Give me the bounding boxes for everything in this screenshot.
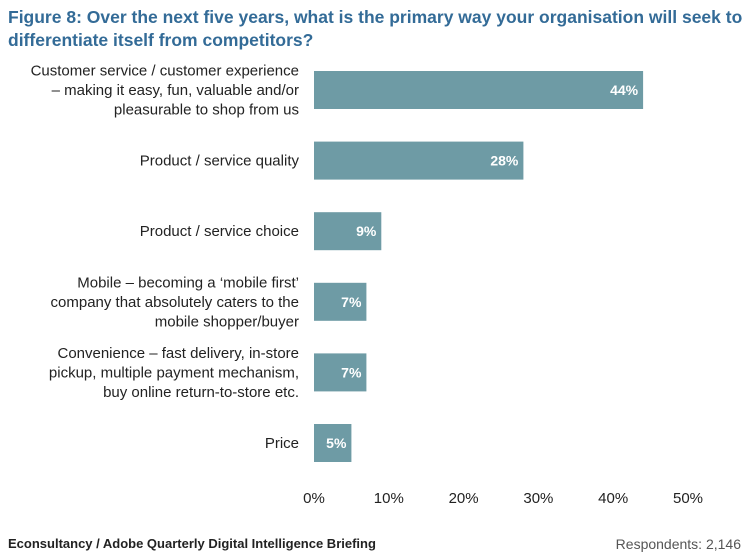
bar xyxy=(314,282,367,321)
data-label: 28% xyxy=(490,153,519,169)
bar xyxy=(314,353,367,392)
data-label: 9% xyxy=(356,223,377,239)
category-label: Mobile – becoming a ‘mobile first’ compan… xyxy=(51,274,299,330)
data-label: 7% xyxy=(341,294,362,310)
category-label: Product / service choice xyxy=(140,223,299,240)
x-tick-label: 50% xyxy=(673,490,703,507)
chart-title: Figure 8: Over the next five years, what… xyxy=(8,7,743,50)
bar xyxy=(314,141,524,180)
x-tick-label: 30% xyxy=(523,490,553,507)
x-tick-label: 0% xyxy=(303,490,325,507)
bar xyxy=(314,212,382,251)
category-label: Convenience – fast delivery, in-store pic… xyxy=(49,345,299,401)
respondents-count: Respondents: 2,146 xyxy=(615,536,741,552)
x-tick-label: 10% xyxy=(374,490,404,507)
x-tick-label: 40% xyxy=(598,490,628,507)
data-label: 44% xyxy=(610,82,639,98)
bar xyxy=(314,71,644,109)
category-label: Customer service / customer experience – … xyxy=(31,63,299,119)
x-tick-label: 20% xyxy=(449,490,479,507)
data-label: 5% xyxy=(326,435,347,451)
data-label: 7% xyxy=(341,364,362,380)
category-label: Product / service quality xyxy=(140,153,300,170)
category-label: Price xyxy=(265,435,299,452)
source-note: Econsultancy / Adobe Quarterly Digital I… xyxy=(8,536,376,551)
bar-chart: 44% Customer service / customer experienc… xyxy=(31,63,703,508)
bar xyxy=(314,424,352,462)
